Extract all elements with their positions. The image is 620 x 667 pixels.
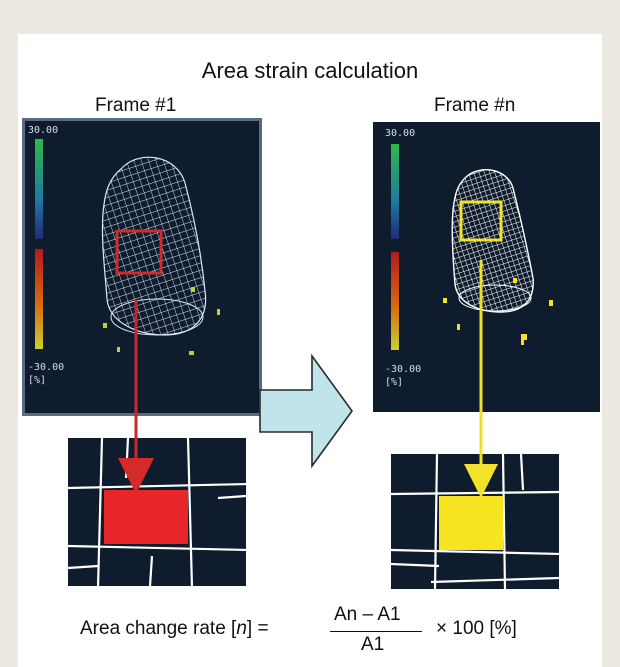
- area-change-formula: Area change rate [n] = An – A1 A1 × 100 …: [80, 604, 580, 660]
- scale-max-label: 30.00: [28, 125, 58, 136]
- scale-max-label: 30.00: [385, 128, 415, 139]
- formula-multiplier: × 100 [%]: [436, 618, 517, 639]
- frame-1-echo-graphic: 30.00 -30.00 [%]: [28, 125, 220, 386]
- transition-arrow: [256, 352, 356, 470]
- scale-bar-bottom: [391, 252, 399, 350]
- frame-n-region-box: [459, 200, 503, 242]
- scale-bar-top: [35, 139, 43, 239]
- frame-1-region-box: [115, 229, 163, 275]
- frame-n-label: Frame #n: [434, 95, 516, 116]
- area-strain-figure: Area strain calculation Frame #1 Frame #…: [18, 34, 602, 667]
- figure-title: Area strain calculation: [201, 58, 419, 83]
- frame-1-element-area: [104, 490, 188, 544]
- frame-n-element-area: [439, 496, 503, 550]
- scale-min-label: -30.00: [28, 362, 64, 373]
- frame-n-echo-panel: 30.00 -30.00 [%]: [373, 122, 600, 412]
- frame-n-echo-graphic: 30.00 -30.00 [%]: [385, 128, 553, 388]
- formula-numerator: An – A1: [334, 604, 401, 625]
- mesh-base-ring: [110, 298, 204, 336]
- frame-1-zoomed-region: [68, 438, 246, 586]
- frame-n-zoomed-region: [391, 454, 559, 589]
- scale-min-label: -30.00: [385, 364, 421, 375]
- scale-bar-top: [391, 144, 399, 239]
- frame-1-label: Frame #1: [95, 95, 177, 116]
- formula-fraction-bar: [330, 631, 422, 632]
- scale-unit-label: [%]: [28, 375, 46, 386]
- scale-bar-bottom: [35, 249, 43, 349]
- scale-unit-label: [%]: [385, 377, 403, 388]
- transition-arrow-shape: [259, 353, 353, 469]
- mesh-base-ring: [458, 284, 532, 312]
- frame-1-echo-panel: 30.00 -30.00 [%]: [22, 118, 262, 416]
- formula-lhs: Area change rate [n] =: [80, 618, 269, 639]
- formula-denominator: A1: [361, 634, 385, 655]
